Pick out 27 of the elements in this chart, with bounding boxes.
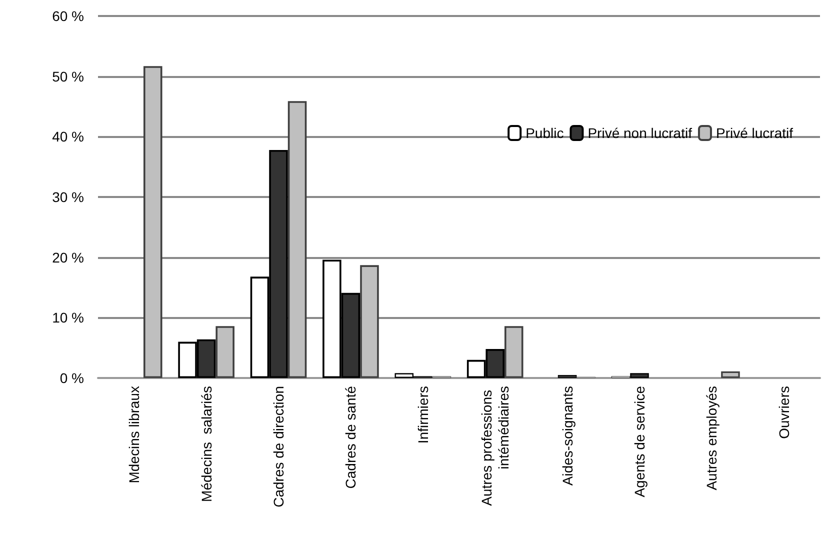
x-tick-label: Autres employés [704, 386, 720, 490]
x-tick-label: Autres professions intémédiaires [478, 386, 512, 506]
bar [504, 326, 524, 378]
x-tick-label: Cadres de direction [270, 386, 286, 508]
y-tick-label: 0 % [60, 370, 84, 386]
y-tick-label: 40 % [52, 128, 84, 145]
y-tick-label: 10 % [52, 310, 84, 326]
bar [216, 326, 234, 378]
legend-label: Public [526, 125, 564, 141]
x-tick-label: Mdecins libraux [126, 386, 142, 484]
x-tick-label: Cadres de santé [342, 386, 359, 489]
x-tick-label: Aides-soignants [559, 386, 576, 486]
bar [558, 374, 577, 378]
y-tick-label: 50 % [52, 68, 84, 84]
bar [288, 101, 307, 378]
y-tick-label: 20 % [52, 249, 84, 266]
y-tick-label: 60 % [52, 8, 84, 24]
x-tick-label: Ouvriers [776, 386, 792, 439]
x-tick-label: Infirmiers [414, 386, 431, 444]
bar [360, 265, 379, 378]
legend-label: Privé lucratif [716, 125, 794, 141]
bar [721, 371, 740, 378]
bar [143, 66, 162, 378]
x-tick-label: Agents de service [632, 386, 648, 498]
legend-label: Privé non lucratif [588, 125, 692, 141]
x-tick-label: Médecins salariés [198, 386, 214, 502]
y-tick-label: 30 % [52, 189, 84, 205]
